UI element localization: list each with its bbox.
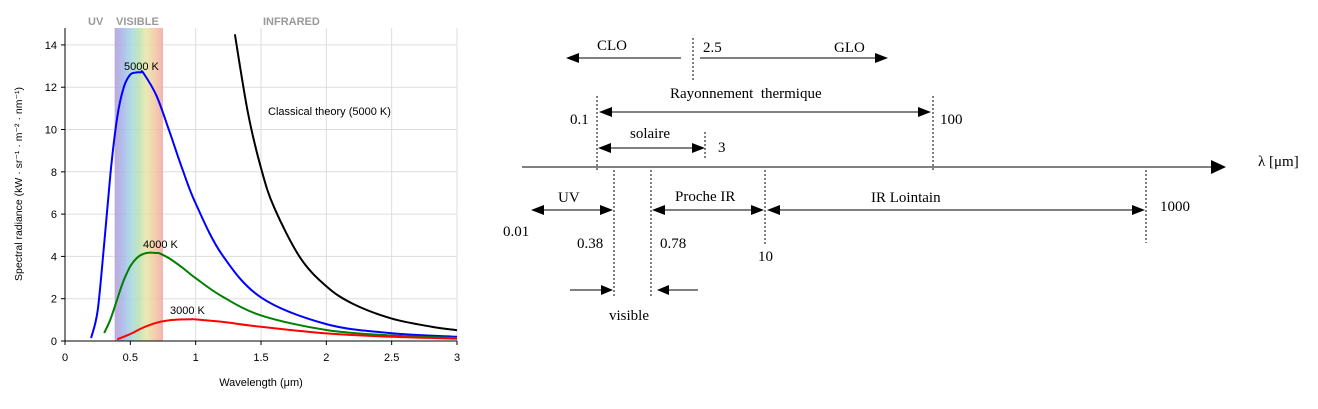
series-label-4000k: 4000 K: [143, 239, 179, 251]
radiance-chart: UV VISIBLE INFRARED 0 0.5 1 1.5 2 2.5 3 0 2 4 6 8 1…: [13, 16, 460, 389]
y-tick-label: 0: [51, 336, 57, 348]
uv-arrowhead-left: [531, 205, 544, 215]
visible-label: visible: [609, 308, 649, 324]
far-ir-arrowhead-right: [1132, 205, 1145, 215]
visible-pointer-left-head: [601, 285, 613, 295]
uv-label: UV: [558, 190, 580, 206]
far-ir-label: IR Lointain: [871, 190, 941, 206]
curve-classical: [233, 34, 458, 332]
visible-band-label: VISIBLE: [116, 16, 159, 28]
glo-label: GLO: [834, 40, 865, 56]
value-1000: 1000: [1160, 199, 1190, 215]
series-label-3000k: 3000 K: [170, 305, 206, 317]
series-label-5000k: 5000 K: [124, 61, 160, 73]
y-ticks: 0 2 4 6 8 10 12 14: [45, 40, 65, 348]
near-ir-label: Proche IR: [675, 189, 735, 205]
clo-label: CLO: [597, 38, 627, 54]
wavelength-diagram: [522, 38, 1226, 298]
thermal-label: Rayonnement thermique: [670, 86, 822, 102]
x-tick-label: 2.5: [384, 352, 399, 364]
y-tick-label: 6: [51, 209, 57, 221]
x-tick-label: 3: [454, 352, 460, 364]
thermal-max-value: 100: [940, 112, 963, 128]
lambda-axis-label: λ [μm]: [1258, 154, 1299, 170]
near-ir-arrowhead-right: [751, 205, 764, 215]
y-tick-label: 10: [45, 125, 57, 137]
y-axis-label: Spectral radiance (kW · sr⁻¹ · m⁻² · nm⁻…: [13, 87, 25, 281]
x-axis-label: Wavelength (μm): [219, 377, 303, 389]
y-tick-label: 4: [51, 251, 57, 263]
solar-max-value: 3: [718, 140, 726, 156]
wavelength-diagram-text: CLO 2.5 GLO Rayonnement thermique 0.1 10…: [503, 38, 1299, 324]
uv-band-label: UV: [88, 16, 104, 28]
x-tick-label: 0.5: [123, 352, 138, 364]
solar-arrowhead-right: [692, 143, 705, 153]
thermal-arrowhead-right: [918, 107, 931, 117]
solar-label: solaire: [630, 126, 670, 142]
solar-arrowhead-left: [598, 143, 611, 153]
uv-arrowhead-right: [600, 205, 613, 215]
curve-5000k: [90, 70, 458, 339]
visible-band: [114, 28, 163, 341]
y-tick-label: 8: [51, 167, 57, 179]
series-label-classical: Classical theory (5000 K): [268, 106, 391, 118]
thermal-arrowhead-left: [599, 107, 612, 117]
y-tick-label: 2: [51, 294, 57, 306]
glo-arrowhead: [875, 53, 888, 63]
value-038: 0.38: [577, 236, 603, 252]
split-value: 2.5: [703, 40, 722, 56]
clo-arrowhead: [566, 53, 579, 63]
lambda-axis-arrowhead: [1211, 160, 1226, 174]
x-ticks: 0 0.5 1 1.5 2 2.5 3: [62, 341, 460, 364]
x-tick-label: 1: [193, 352, 199, 364]
value-001: 0.01: [503, 224, 529, 240]
far-ir-arrowhead-left: [767, 205, 780, 215]
x-tick-label: 0: [62, 352, 68, 364]
value-078: 0.78: [660, 236, 686, 252]
x-tick-label: 2: [323, 352, 329, 364]
curves: [90, 34, 458, 341]
thermal-min-value: 0.1: [570, 112, 589, 128]
curve-4000k: [103, 251, 458, 339]
value-10: 10: [758, 249, 773, 265]
infrared-band-label: INFRARED: [263, 16, 320, 28]
curve-3000k: [116, 318, 458, 341]
x-tick-label: 1.5: [253, 352, 268, 364]
visible-pointer-right-head: [657, 285, 669, 295]
y-tick-label: 14: [45, 40, 57, 52]
near-ir-arrowhead-left: [652, 205, 665, 215]
y-tick-label: 12: [45, 82, 57, 94]
